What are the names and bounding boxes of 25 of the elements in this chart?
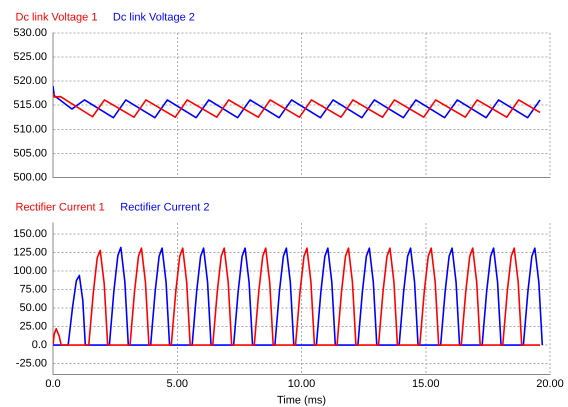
y-tick-label: 505.00	[13, 147, 47, 160]
y-tick-label: 150.00	[13, 228, 47, 240]
y-tick-label: 100.00	[13, 265, 47, 278]
y-tick-label: 525.00	[13, 51, 47, 64]
text: Rectifier Current 2	[120, 202, 210, 214]
text: Dc link Voltage 2	[112, 12, 195, 24]
y-tick-label: 520.00	[13, 75, 47, 88]
y-tick-label: -25.00	[16, 358, 47, 370]
y-tick-label: 75.00	[19, 284, 47, 296]
y-tick-label: 515.00	[13, 99, 47, 112]
x-axis-title: Time (ms)	[276, 394, 326, 406]
x-tick-label: 10.00	[288, 378, 316, 390]
x-tick-label: 15.00	[412, 378, 440, 390]
y-tick-label: 50.00	[19, 302, 47, 314]
y-tick-label: 125.00	[13, 246, 47, 259]
y-tick-label: 510.00	[13, 123, 47, 136]
text: Rectifier Current 1	[16, 202, 105, 214]
x-tick-label: 0.0	[45, 378, 61, 390]
text: Dc link Voltage 1	[16, 12, 98, 24]
y-tick-label: 0.0	[32, 339, 47, 352]
y-tick-label: 25.00	[19, 320, 47, 333]
x-tick-label: 20.00	[536, 378, 564, 390]
x-tick-label: 5.00	[166, 378, 188, 390]
y-tick-label: 530.00	[13, 27, 47, 40]
y-tick-label: 500.00	[13, 171, 47, 184]
